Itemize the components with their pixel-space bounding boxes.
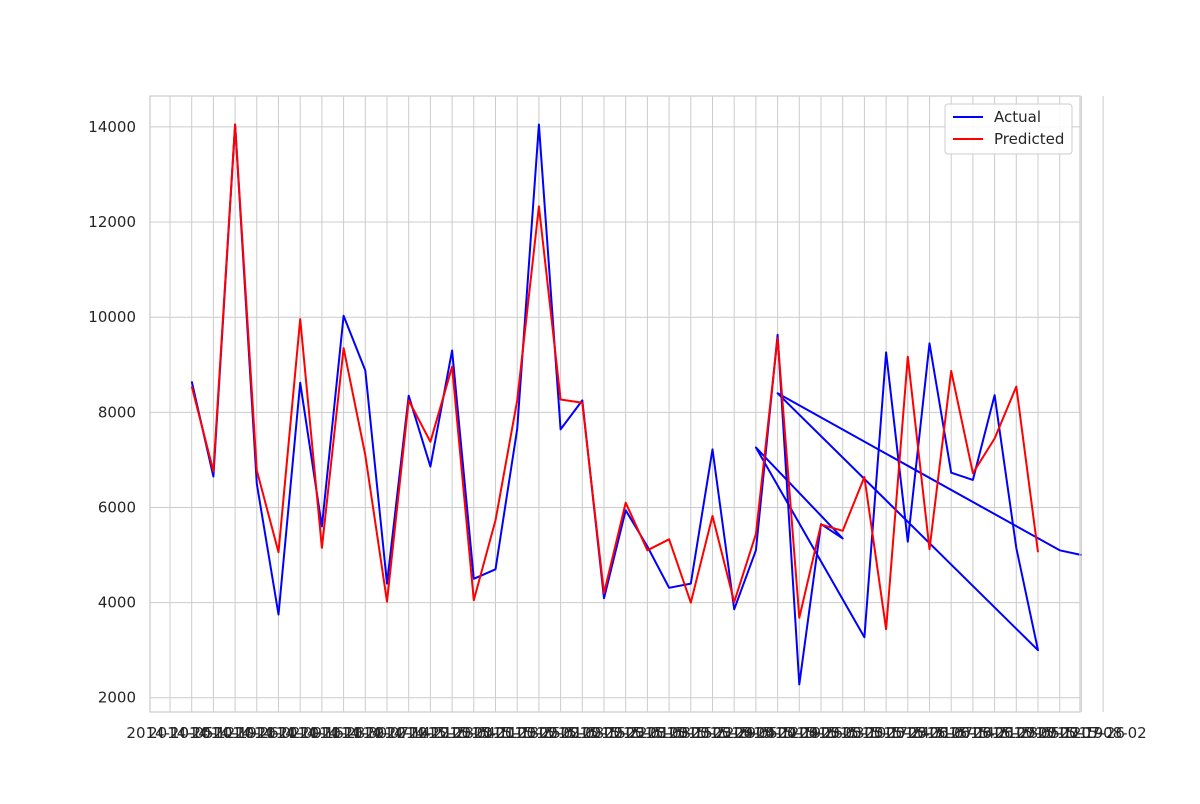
- y-tick-label: 10000: [88, 308, 136, 326]
- y-tick-label: 12000: [88, 213, 136, 231]
- series-lines: [192, 124, 1082, 684]
- x-axis-ticks: 2014-10-052014-10-122014-10-192014-10-26…: [126, 724, 1146, 742]
- legend-label-predicted: Predicted: [994, 130, 1064, 148]
- y-tick-label: 14000: [88, 118, 136, 136]
- y-tick-label: 6000: [98, 498, 136, 516]
- y-tick-label: 4000: [98, 594, 136, 612]
- legend-label-actual: Actual: [994, 108, 1041, 126]
- y-tick-label: 8000: [98, 403, 136, 421]
- x-tick-label: 2015-08-02: [1060, 724, 1147, 742]
- y-tick-label: 2000: [98, 689, 136, 707]
- y-axis-ticks: 2000 4000 6000 8000 10000 12000 14000: [88, 118, 136, 707]
- legend: Actual Predicted: [945, 104, 1072, 154]
